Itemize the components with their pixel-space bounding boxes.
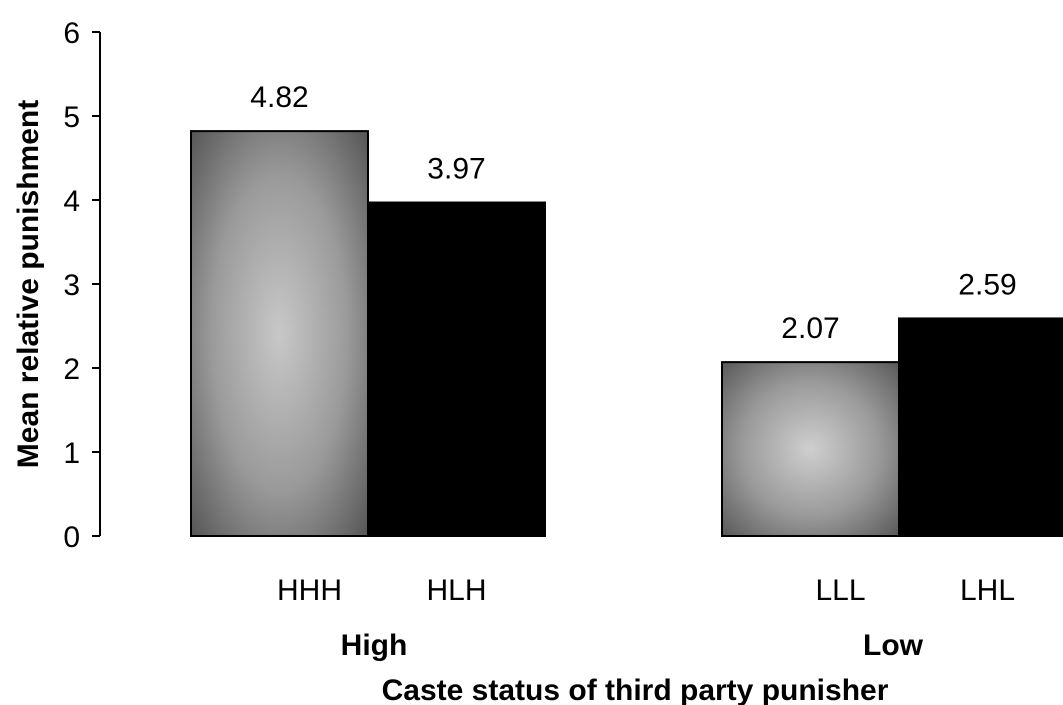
x-group-label: Low: [863, 629, 924, 662]
bar-hhh: [190, 130, 369, 537]
bar-lll: [721, 361, 900, 537]
y-axis-title: Mean relative punishment: [12, 100, 45, 468]
y-tick-label: 4: [63, 185, 80, 218]
x-tick-label: HHH: [277, 574, 342, 607]
y-tick-label: 2: [63, 353, 80, 386]
data-label: 4.82: [250, 81, 308, 114]
data-label: 2.07: [781, 312, 839, 345]
bar-lhl: [898, 317, 1063, 537]
x-tick-label: HLH: [426, 574, 486, 607]
bar-hlh: [367, 201, 546, 538]
y-ticks: 0 1 2 3 4 5 6: [63, 17, 100, 554]
y-tick-label: 1: [63, 437, 80, 470]
y-tick-label: 6: [63, 17, 80, 50]
x-tick-label: LLL: [815, 574, 865, 607]
y-tick-label: 3: [63, 269, 80, 302]
x-group-label: High: [341, 629, 408, 662]
x-tick-label: LHL: [960, 574, 1015, 607]
data-label: 3.97: [427, 153, 485, 186]
value-labels: 4.82 3.97 2.07 2.59: [250, 81, 1016, 345]
y-tick-label: 5: [63, 101, 80, 134]
bars: [190, 130, 1063, 538]
x-category-labels: HHH HLH High LLL LHL Low: [277, 574, 1015, 662]
x-axis-title: Caste status of third party punisher: [382, 674, 889, 705]
data-label: 2.59: [958, 268, 1016, 301]
y-tick-label: 0: [63, 521, 80, 554]
